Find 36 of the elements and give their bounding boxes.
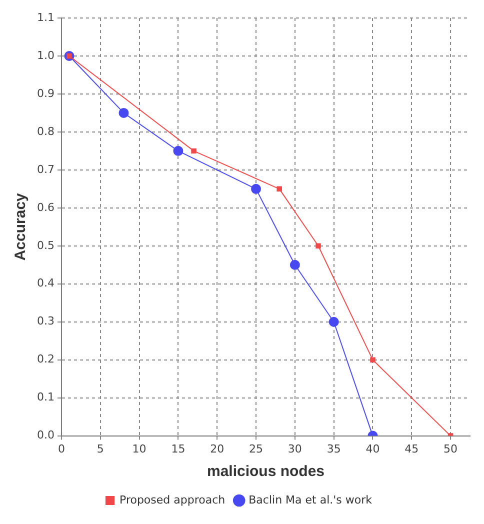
x-tick-label: 40 [366,442,380,456]
y-tick-label: 0.8 [36,124,54,138]
y-tick-label: 0.3 [36,314,54,328]
x-tick-label: 15 [171,442,186,456]
point [191,148,196,154]
y-tick-label: 1.1 [36,10,54,24]
x-tick-label: 30 [288,442,302,456]
x-tick-label: 20 [210,442,224,456]
x-tick-label: 0 [58,442,65,456]
point [276,186,282,192]
y-tick-label: 1.0 [36,48,54,62]
y-tick-label: 0.4 [36,276,54,290]
x-tick-label: 45 [404,442,419,456]
y-tick-label: 0.7 [36,162,54,176]
y-tick-label: 0.1 [36,390,54,404]
y-tick-label: 0.5 [36,238,54,252]
x-tick-label: 25 [249,442,264,456]
y-tick-label: 0.0 [36,428,54,442]
point [118,108,129,118]
x-tick-label: 50 [444,442,458,456]
x-axis-title: malicious nodes [206,463,325,480]
y-tick-label: 0.9 [36,86,54,100]
point [370,357,376,362]
point [316,243,321,249]
point [328,316,339,327]
y-axis-title: Accuracy [12,192,30,261]
point [251,184,262,194]
x-tick-label: 35 [326,442,341,456]
y-tick-label: 0.2 [36,352,54,366]
y-tick-label: 0.6 [36,200,54,214]
legend-label: Proposed approach [120,493,226,506]
legend-label: Baclin Ma et al.'s work [248,493,373,506]
point [173,146,184,156]
x-tick-label: 10 [132,442,146,456]
x-tick-label: 5 [96,442,104,456]
point [290,260,300,270]
